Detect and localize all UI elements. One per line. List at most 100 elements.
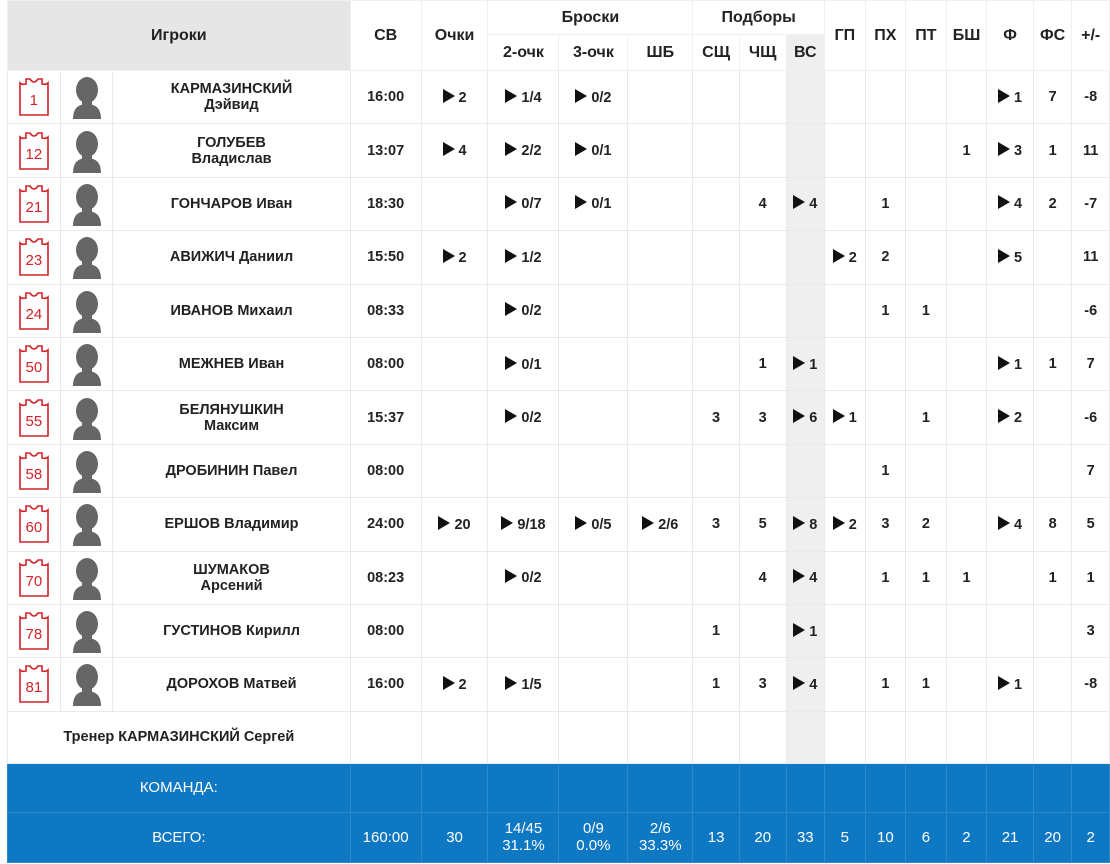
- play-triangle-icon[interactable]: [505, 675, 518, 690]
- play-triangle-icon[interactable]: [442, 675, 455, 690]
- player-name-line1[interactable]: ГОЛУБЕВ: [197, 134, 266, 151]
- header-free-throws[interactable]: ШБ: [627, 34, 694, 71]
- cell-total-rebounds[interactable]: 1: [785, 336, 826, 392]
- cell-fouls[interactable]: 5: [986, 230, 1034, 285]
- player-row[interactable]: 50 МЕЖНЕВ Иван 08:00 0/1 1 1 1 1 7: [7, 336, 1110, 392]
- play-triangle-icon[interactable]: [442, 142, 455, 157]
- play-triangle-icon[interactable]: [501, 515, 514, 530]
- cell-three-pointers[interactable]: 0/1: [558, 123, 629, 178]
- header-three-pointers[interactable]: 3-очк: [558, 34, 629, 71]
- player-name[interactable]: КАРМАЗИНСКИЙ Дэйвид: [112, 69, 351, 125]
- play-triangle-icon[interactable]: [575, 88, 588, 103]
- play-triangle-icon[interactable]: [998, 142, 1011, 157]
- player-name-line2[interactable]: Максим: [203, 417, 260, 434]
- player-row[interactable]: 21 ГОНЧАРОВ Иван 18:30 0/7 0/1 4 4 1 4 2 -7: [7, 176, 1110, 232]
- player-name-line1[interactable]: ДРОБИНИН Павел: [165, 462, 298, 479]
- player-name[interactable]: ШУМАКОВ Арсений: [112, 550, 351, 605]
- play-triangle-icon[interactable]: [505, 355, 518, 370]
- play-triangle-icon[interactable]: [575, 515, 588, 530]
- play-triangle-icon[interactable]: [998, 88, 1011, 103]
- cell-total-rebounds[interactable]: 6: [785, 390, 826, 445]
- cell-two-pointers[interactable]: 1/2: [487, 230, 560, 285]
- header-turnovers[interactable]: ПТ: [905, 0, 947, 71]
- header-minutes[interactable]: СВ: [349, 0, 422, 71]
- cell-fouls[interactable]: 3: [986, 123, 1034, 178]
- play-triangle-icon[interactable]: [442, 248, 455, 263]
- play-triangle-icon[interactable]: [998, 675, 1011, 690]
- cell-three-pointers[interactable]: 0/2: [558, 69, 629, 125]
- play-triangle-icon[interactable]: [575, 142, 588, 157]
- cell-total-rebounds[interactable]: 4: [785, 550, 826, 605]
- cell-points[interactable]: 2: [420, 657, 489, 712]
- cell-total-rebounds[interactable]: 1: [785, 603, 826, 659]
- player-name-line1[interactable]: КАРМАЗИНСКИЙ: [170, 81, 293, 98]
- cell-two-pointers[interactable]: 0/2: [487, 550, 560, 605]
- play-triangle-icon[interactable]: [998, 515, 1011, 530]
- play-triangle-icon[interactable]: [793, 409, 806, 424]
- play-triangle-icon[interactable]: [505, 569, 518, 584]
- play-triangle-icon[interactable]: [505, 88, 518, 103]
- cell-assists[interactable]: 1: [824, 390, 866, 445]
- player-name-line1[interactable]: ДОРОХОВ Матвей: [166, 676, 297, 693]
- player-name-line1[interactable]: БЕЛЯНУШКИН: [179, 401, 284, 418]
- player-row[interactable]: 81 ДОРОХОВ Матвей 16:00 2 1/5 1 3 4 1 1 1 -8: [7, 657, 1110, 712]
- cell-points[interactable]: 20: [420, 497, 489, 552]
- play-triangle-icon[interactable]: [998, 409, 1011, 424]
- player-name-line1[interactable]: ГУСТИНОВ Кирилл: [163, 623, 300, 640]
- player-name[interactable]: ДОРОХОВ Матвей: [112, 657, 351, 712]
- play-triangle-icon[interactable]: [505, 302, 518, 317]
- header-fouls[interactable]: Ф: [986, 0, 1034, 71]
- header-players[interactable]: Игроки: [7, 0, 351, 71]
- cell-points[interactable]: 2: [420, 69, 489, 125]
- player-name-line1[interactable]: МЕЖНЕВ Иван: [178, 356, 285, 373]
- player-name-line2[interactable]: Арсений: [200, 577, 263, 594]
- cell-fouls[interactable]: 1: [986, 657, 1034, 712]
- cell-assists[interactable]: 2: [824, 497, 866, 552]
- cell-free-throws[interactable]: 2/6: [627, 497, 694, 552]
- play-triangle-icon[interactable]: [793, 569, 806, 584]
- play-triangle-icon[interactable]: [505, 409, 518, 424]
- cell-three-pointers[interactable]: 0/5: [558, 497, 629, 552]
- player-row[interactable]: 78 ГУСТИНОВ Кирилл 08:00 1 1 3: [7, 603, 1110, 659]
- play-triangle-icon[interactable]: [505, 195, 518, 210]
- player-name-line1[interactable]: АВИЖИЧ Даниил: [169, 249, 294, 266]
- cell-two-pointers[interactable]: 1/4: [487, 69, 560, 125]
- cell-fouls[interactable]: 1: [986, 69, 1034, 125]
- player-name[interactable]: ЕРШОВ Владимир: [112, 497, 351, 552]
- player-row[interactable]: 24 ИВАНОВ Михаил 08:33 0/2 1 1 -6: [7, 283, 1110, 338]
- player-name[interactable]: АВИЖИЧ Даниил: [112, 230, 351, 285]
- header-total-rebounds[interactable]: ВС: [785, 34, 826, 71]
- player-name-line1[interactable]: ИВАНОВ Михаил: [170, 302, 293, 319]
- cell-two-pointers[interactable]: 0/7: [487, 176, 560, 232]
- cell-two-pointers[interactable]: 0/2: [487, 283, 560, 338]
- play-triangle-icon[interactable]: [793, 622, 806, 637]
- player-name[interactable]: МЕЖНЕВ Иван: [112, 336, 351, 392]
- cell-fouls[interactable]: 4: [986, 176, 1034, 232]
- cell-points[interactable]: 4: [420, 123, 489, 178]
- header-blocks[interactable]: БШ: [945, 0, 988, 71]
- play-triangle-icon[interactable]: [575, 195, 588, 210]
- player-name-line1[interactable]: ШУМАКОВ: [193, 561, 270, 578]
- header-steals[interactable]: ПХ: [864, 0, 907, 71]
- player-name[interactable]: ДРОБИНИН Павел: [112, 443, 351, 499]
- player-name-line2[interactable]: Дэйвид: [204, 97, 259, 114]
- cell-assists[interactable]: 2: [824, 230, 866, 285]
- play-triangle-icon[interactable]: [793, 675, 806, 690]
- header-points[interactable]: Очки: [420, 0, 489, 71]
- cell-two-pointers[interactable]: 0/1: [487, 336, 560, 392]
- player-name-line1[interactable]: ГОНЧАРОВ Иван: [170, 195, 293, 212]
- player-name[interactable]: ГОЛУБЕВ Владислав: [112, 123, 351, 178]
- player-name[interactable]: БЕЛЯНУШКИН Максим: [112, 390, 351, 445]
- cell-two-pointers[interactable]: 1/5: [487, 657, 560, 712]
- player-row[interactable]: 58 ДРОБИНИН Павел 08:00 1 7: [7, 443, 1110, 499]
- player-name-line2[interactable]: Владислав: [191, 150, 272, 167]
- play-triangle-icon[interactable]: [642, 515, 655, 530]
- play-triangle-icon[interactable]: [505, 142, 518, 157]
- header-def-rebounds[interactable]: СЩ: [692, 34, 740, 71]
- play-triangle-icon[interactable]: [998, 195, 1011, 210]
- header-plus-minus[interactable]: +/-: [1071, 0, 1110, 71]
- play-triangle-icon[interactable]: [998, 355, 1011, 370]
- player-name[interactable]: ГУСТИНОВ Кирилл: [112, 603, 351, 659]
- play-triangle-icon[interactable]: [832, 515, 845, 530]
- cell-fouls[interactable]: 1: [986, 336, 1034, 392]
